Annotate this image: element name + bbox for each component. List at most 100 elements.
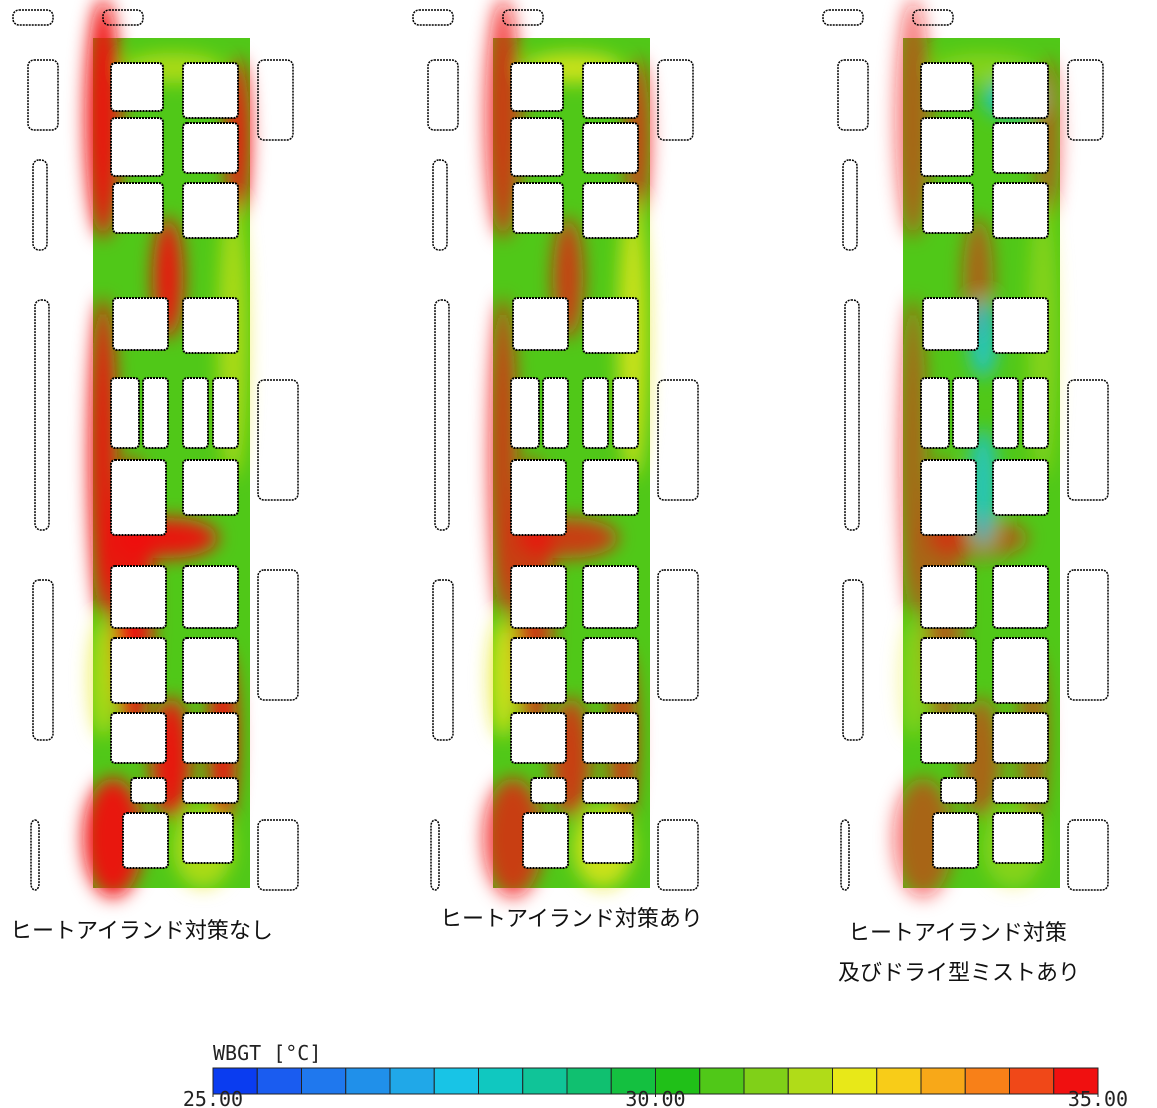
heat-spot <box>895 0 931 238</box>
building <box>510 712 567 764</box>
colorbar-segment <box>655 1067 701 1095</box>
panel-caption: ヒートアイランド対策なし <box>10 919 273 944</box>
building <box>510 117 564 177</box>
heatmap-panel <box>83 0 250 898</box>
outline-shape <box>657 819 699 891</box>
building <box>920 712 977 764</box>
colorbar-segment <box>832 1067 878 1095</box>
colorbar-segment <box>964 1067 1010 1095</box>
outline-shape <box>1067 379 1109 501</box>
building <box>110 459 167 536</box>
outline-shape <box>657 59 694 141</box>
building <box>1022 377 1049 449</box>
building <box>992 459 1049 516</box>
colorbar-segment <box>389 1067 435 1095</box>
outline-shape <box>12 9 54 26</box>
building <box>510 62 564 112</box>
outline-shape <box>257 379 299 501</box>
heatmap-panel <box>893 0 1060 898</box>
outline-shape <box>1067 819 1109 891</box>
outline-shape <box>1067 59 1104 141</box>
building <box>522 812 569 869</box>
building <box>992 377 1019 449</box>
outline-shape <box>1067 569 1109 701</box>
building <box>582 777 639 804</box>
building <box>142 377 169 449</box>
building <box>582 62 639 119</box>
building <box>112 182 164 234</box>
building <box>582 297 639 354</box>
building <box>110 637 167 704</box>
building <box>510 565 567 629</box>
building <box>512 182 564 234</box>
building <box>992 812 1044 864</box>
outline-shape <box>837 59 869 131</box>
outline-shape <box>27 59 59 131</box>
building <box>182 122 239 174</box>
outline-shape <box>432 159 448 251</box>
heat-spot <box>485 0 521 238</box>
outline-shape <box>32 159 48 251</box>
building <box>182 182 239 239</box>
colorbar-segment <box>256 1067 302 1095</box>
building <box>920 117 974 177</box>
building <box>182 637 239 704</box>
building <box>582 565 639 629</box>
outline-shape <box>30 819 40 891</box>
building <box>582 812 634 864</box>
building <box>582 122 639 174</box>
building <box>922 182 974 234</box>
colorbar-segment <box>566 1067 612 1095</box>
panel-caption: ヒートアイランド対策 <box>848 921 1067 946</box>
colorbar-segment <box>1053 1067 1099 1095</box>
heatmap-panel <box>483 0 650 898</box>
colorbar-segment <box>478 1067 524 1095</box>
building <box>992 62 1049 119</box>
building <box>992 712 1049 764</box>
outline-shape <box>434 299 450 531</box>
building <box>920 62 974 112</box>
outline-shape <box>432 579 454 741</box>
building <box>542 377 569 449</box>
building <box>582 712 639 764</box>
outline-shape <box>430 819 440 891</box>
colorbar-segment <box>433 1067 479 1095</box>
colorbar-segment <box>212 1067 258 1095</box>
outline-shape <box>257 59 294 141</box>
panel-caption: 及びドライ型ミストあり <box>838 961 1080 986</box>
colorbar-segment <box>743 1067 789 1095</box>
building <box>182 297 239 354</box>
building <box>122 812 169 869</box>
building <box>182 712 239 764</box>
outline-shape <box>102 9 144 26</box>
building <box>182 565 239 629</box>
building <box>182 62 239 119</box>
outline-shape <box>840 819 850 891</box>
building <box>110 565 167 629</box>
building <box>952 377 979 449</box>
colorbar-segment <box>522 1067 568 1095</box>
building <box>992 182 1049 239</box>
building <box>110 117 164 177</box>
outline-shape <box>412 9 454 26</box>
building <box>512 297 569 351</box>
outline-shape <box>657 569 699 701</box>
heat-spot <box>89 298 117 618</box>
colorbar-segment <box>787 1067 833 1095</box>
building <box>212 377 239 449</box>
colorbar-segment <box>876 1067 922 1095</box>
outline-shape <box>842 579 864 741</box>
building <box>110 712 167 764</box>
heat-spot <box>85 0 121 238</box>
building <box>922 297 979 351</box>
outline-shape <box>257 569 299 701</box>
building <box>992 637 1049 704</box>
building <box>182 777 239 804</box>
building <box>940 777 977 804</box>
heat-spot <box>489 298 517 618</box>
building <box>582 459 639 516</box>
outline-shape <box>844 299 860 531</box>
outline-shape <box>427 59 459 131</box>
colorbar-segment <box>301 1067 347 1095</box>
